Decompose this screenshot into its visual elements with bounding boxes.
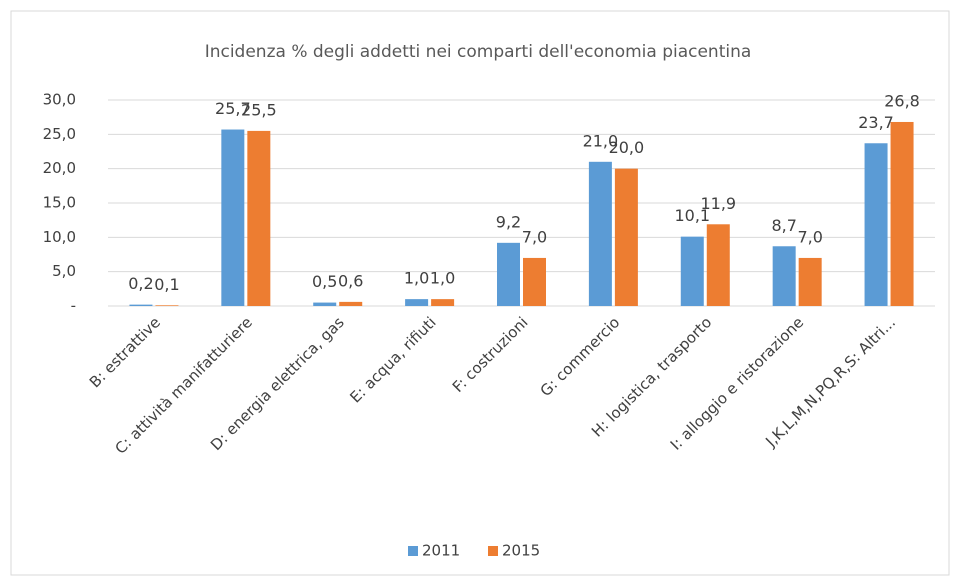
legend: 2011 2015 <box>408 542 540 560</box>
value-label: 26,8 <box>884 91 920 110</box>
y-tick-label: 30,0 <box>43 91 76 109</box>
bar <box>221 129 245 306</box>
value-label: 9,2 <box>496 212 521 231</box>
bar <box>129 304 153 306</box>
y-tick-label: 20,0 <box>43 159 76 177</box>
value-label: 11,9 <box>700 194 736 213</box>
value-label: 25,7 <box>215 99 251 118</box>
bar <box>247 130 271 306</box>
value-label: 21,0 <box>583 131 619 150</box>
legend-swatch <box>408 546 418 556</box>
value-label: 0,5 <box>312 272 337 291</box>
y-tick-label: - <box>71 297 76 315</box>
bar <box>339 301 363 306</box>
y-tick-label: 15,0 <box>43 194 76 212</box>
bar <box>405 299 429 306</box>
bar <box>431 299 455 306</box>
value-label: 23,7 <box>858 113 894 132</box>
legend-swatch <box>488 546 498 556</box>
value-label: 1,0 <box>404 269 429 288</box>
value-label: 0,2 <box>128 274 153 293</box>
y-tick-label: 10,0 <box>43 228 76 246</box>
value-label: 25,5 <box>241 100 277 119</box>
bar <box>890 121 914 307</box>
legend-label: 2011 <box>422 542 460 560</box>
chart-title: Incidenza % degli addetti nei comparti d… <box>205 42 752 62</box>
value-label: 10,1 <box>674 206 710 225</box>
value-label: 0,1 <box>154 275 179 294</box>
bar <box>497 242 520 306</box>
bar <box>706 224 730 306</box>
bar <box>313 302 337 306</box>
bar <box>864 143 888 306</box>
bar <box>680 236 704 306</box>
bar <box>772 246 796 306</box>
value-label: 7,0 <box>522 227 547 246</box>
legend-label: 2015 <box>502 542 540 560</box>
value-label: 1,0 <box>430 269 455 288</box>
bar <box>155 305 179 306</box>
bar <box>798 257 822 306</box>
value-label: 8,7 <box>771 216 796 235</box>
value-label: 7,0 <box>797 227 822 246</box>
bar <box>614 168 638 306</box>
value-label: 20,0 <box>609 138 645 157</box>
value-label: 0,6 <box>338 271 363 290</box>
bar <box>588 161 612 306</box>
y-tick-label: 5,0 <box>52 262 76 280</box>
bar <box>523 257 546 306</box>
y-tick-label: 25,0 <box>43 125 76 143</box>
